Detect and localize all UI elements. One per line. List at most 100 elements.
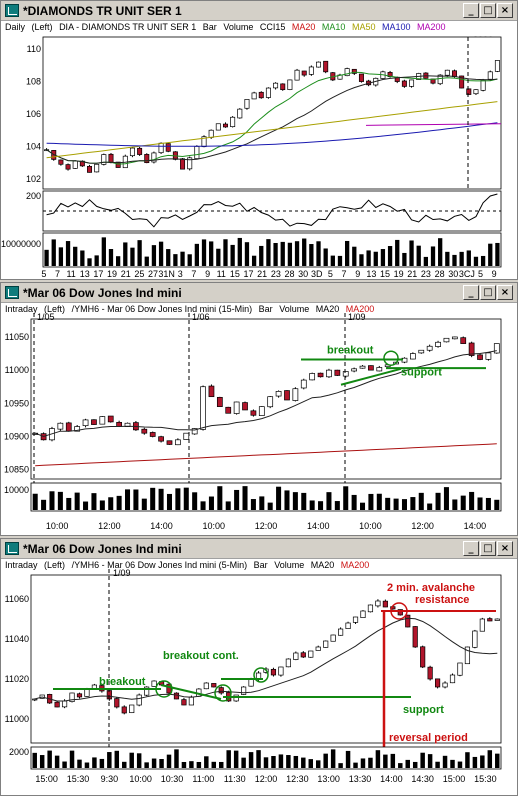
x-axis-label: 21 [257,269,267,279]
minimize-button[interactable]: _ [463,3,479,18]
candle-body [451,70,457,78]
candle-body [144,686,150,696]
candle-body [338,628,344,636]
candle-body [72,160,78,169]
minimize-button[interactable]: _ [463,541,479,556]
volume-bar [387,246,393,266]
candle-body [284,390,290,401]
price-tick-label: 11050 [5,332,29,342]
legend-period: Intraday [5,304,38,314]
dia-daily-window: *DIAMONDS TR UNIT SER 1 _ □ × Daily (Lef… [0,0,518,280]
ma20-line [46,75,498,164]
x-axis-label: 5 [478,269,483,279]
candle-body [200,386,206,430]
volume-bar [423,256,429,266]
close-button[interactable]: × [497,285,513,300]
volume-bar [32,493,38,510]
volume-bar [301,492,307,510]
volume-bar [211,761,217,768]
candle-body [427,666,433,680]
avalanche-annotation: 2 min. avalanche [387,582,475,594]
volume-bar [217,486,223,510]
x-axis-label: 3CJ [459,269,475,279]
volume-bar [366,250,371,266]
maximize-button[interactable]: □ [480,3,496,18]
volume-bar [398,763,403,768]
title-bar[interactable]: *Mar 06 Dow Jones Ind mini _ □ × [1,539,517,559]
volume-bar [485,497,491,510]
volume-bar [108,497,114,510]
volume-bar [108,249,114,266]
legend-bar: Bar [202,22,217,32]
candle-body [180,158,186,170]
minimize-button[interactable]: _ [463,285,479,300]
candle-body [158,142,164,154]
breakout-circle [383,350,399,366]
candle-body [165,143,171,152]
volume-bar [181,761,187,768]
volume-bar [309,244,314,266]
candle-body [129,704,135,714]
volume-bar [107,752,112,768]
volume-bar [315,760,321,768]
title-bar[interactable]: *Mar 06 Dow Jones Ind mini _ □ × [1,283,517,303]
volume-bar [401,499,407,510]
x-axis-label: 31N [158,269,175,279]
ym-15min-window: *Mar 06 Dow Jones Ind mini _ □ × Intrada… [0,282,518,536]
volume-bar [267,502,273,510]
price-tick-label: 11040 [5,634,29,644]
ym-5min-window: *Mar 06 Dow Jones Ind mini _ □ × Intrada… [0,538,518,796]
candle-body [141,428,148,434]
volume-bar [368,493,374,510]
candle-body [460,337,467,344]
volume-bar [115,256,121,266]
maximize-button[interactable]: □ [480,285,496,300]
x-axis-label: 28 [435,269,445,279]
candle-body [315,646,321,651]
candle-body [464,646,471,665]
volume-bar [271,756,276,768]
legend-bar: Bar [258,304,273,314]
close-button[interactable]: × [497,541,513,556]
volume-bar [166,754,172,768]
volume-bar [77,759,82,768]
volume-bar [301,757,306,768]
volume-bar [286,755,291,768]
candle-body [258,406,265,416]
price-tick-label: 11020 [5,674,29,684]
x-axis-label: 19 [394,269,404,279]
candle-body [308,66,314,75]
price-tick-label: 10950 [4,398,29,408]
volume-bar [144,762,149,768]
x-axis-label: 9 [205,269,210,279]
x-axis-label: 12:00 [255,774,278,784]
breakout-cont-annotation: breakout cont. [163,650,239,662]
volume-bar [150,487,156,510]
x-axis-label: 19 [107,269,117,279]
title-bar[interactable]: *DIAMONDS TR UNIT SER 1 _ □ × [1,1,517,21]
maximize-button[interactable]: □ [480,541,496,556]
volume-bar [459,251,464,266]
day-label: 1/09 [113,568,131,578]
x-axis-label: 13:00 [317,774,340,784]
candle-body [442,682,448,688]
volume-bar [73,246,78,266]
candle-body [242,402,248,411]
volume-bar [74,492,80,510]
candle-body [342,371,349,377]
candle-body [107,415,114,423]
candle-body [267,396,274,408]
candle-body [136,694,142,706]
volume-bar [158,241,164,266]
candle-body [293,652,299,660]
legend-ma100: MA100 [381,22,411,32]
volume-bar [80,250,85,266]
legend-period: Daily [5,22,26,32]
volume-bar [166,493,172,510]
volume-bar [99,500,105,510]
x-axis-label: 21 [121,269,131,279]
close-button[interactable]: × [497,3,513,18]
candle-body [114,698,120,708]
volume-bar [273,242,278,266]
ma200-line [365,123,502,126]
